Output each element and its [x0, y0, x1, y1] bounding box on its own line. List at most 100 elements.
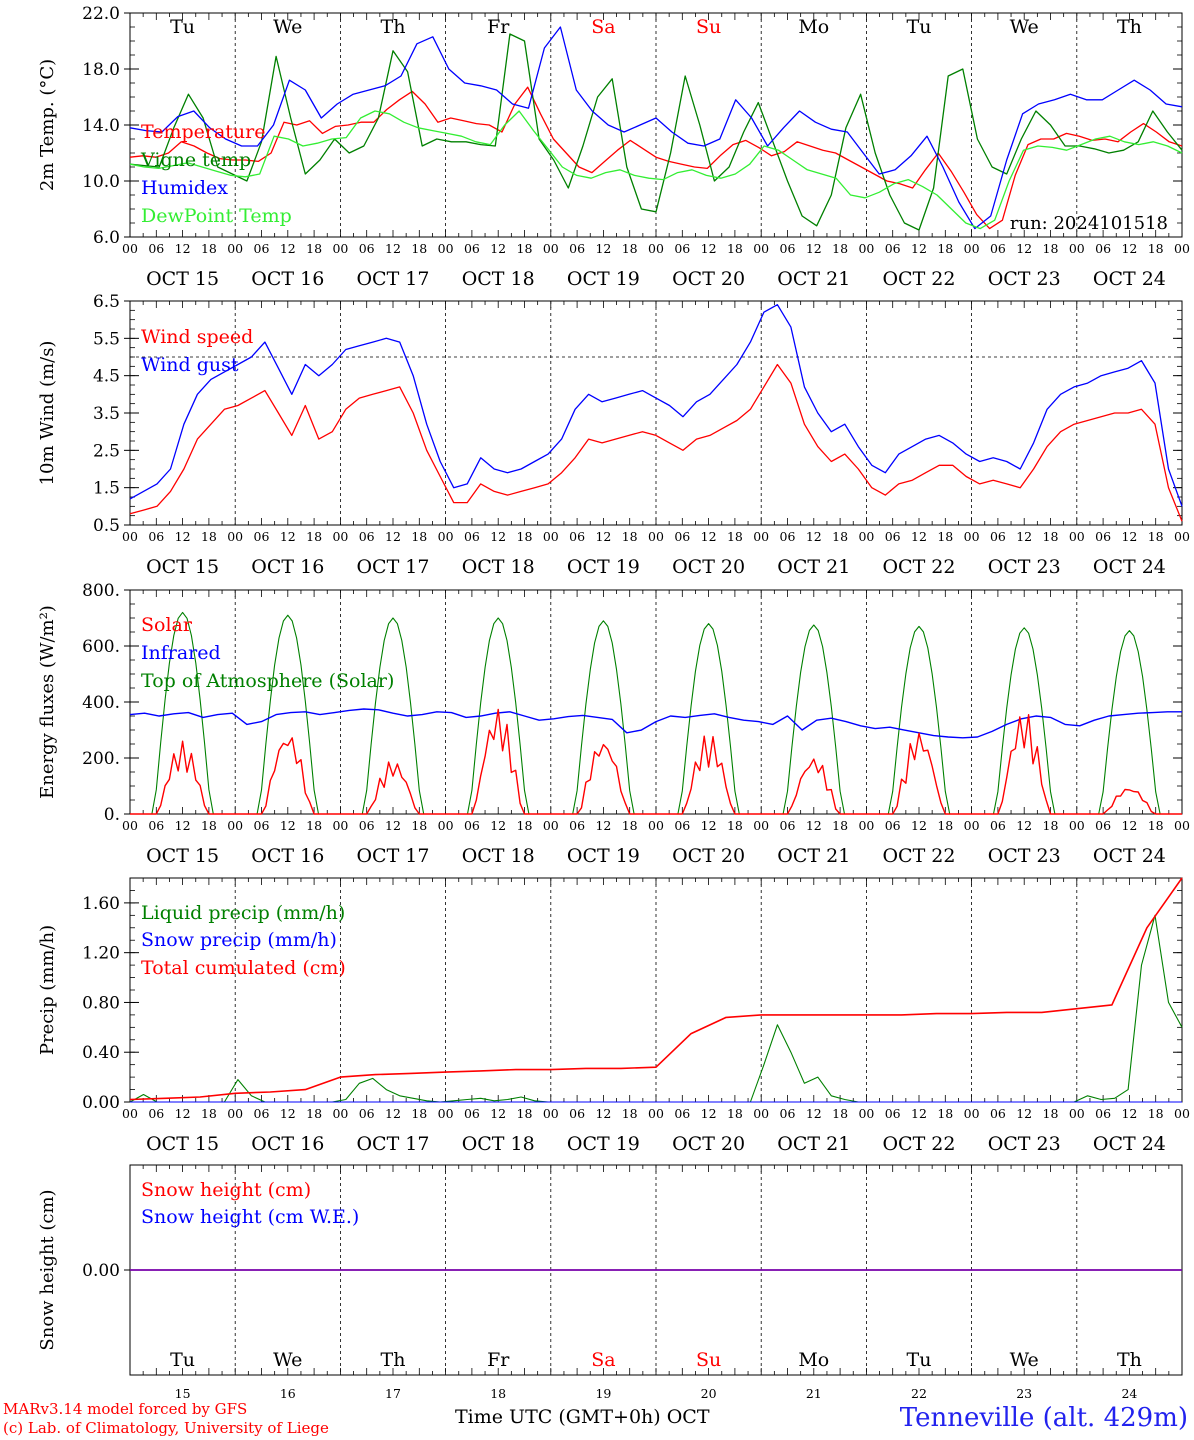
x-hour-label: 18	[1043, 818, 1059, 833]
x-hour-label: 06	[780, 529, 796, 544]
x-hour-label: 18	[517, 818, 533, 833]
x-hour-label: 06	[359, 529, 375, 544]
x-hour-label: 06	[254, 241, 270, 256]
x-date-label: OCT 21	[777, 268, 850, 290]
x-hour-label: 12	[175, 1106, 191, 1121]
y-tick-label: 800.	[82, 581, 120, 601]
x-hour-label: 00	[543, 818, 559, 833]
x-hour-label: 12	[1016, 818, 1032, 833]
x-hour-label: 12	[175, 818, 191, 833]
x-hour-label: 06	[464, 818, 480, 833]
weekday-label: We	[273, 1349, 302, 1371]
panel-3: 0. 200. 400. 600. 800. Energy fluxes (W/m²) So…	[37, 581, 1190, 867]
x-hour-label: 12	[701, 818, 717, 833]
x-date-label: OCT 23	[988, 556, 1061, 578]
x-date-label: OCT 24	[1093, 845, 1166, 867]
x-date-label: OCT 19	[567, 556, 640, 578]
x-hour-label: 00	[122, 818, 138, 833]
legend-snow-height-cm: Snow height (cm)	[141, 1179, 311, 1201]
legend-infrared: Infrared	[141, 642, 221, 664]
station-title: Tenneville (alt. 429m)	[899, 1403, 1188, 1433]
weekday-label: We	[1010, 16, 1039, 38]
x-date-label: OCT 18	[462, 845, 535, 867]
x-hour-label: 18	[1148, 1106, 1164, 1121]
x-hour-label: 12	[595, 529, 611, 544]
day-number-label: 18	[490, 1386, 506, 1401]
legend-snow-precip-mm-h: Snow precip (mm/h)	[141, 929, 337, 951]
weekday-label: Mo	[798, 1349, 829, 1371]
x-hour-label: 18	[937, 241, 953, 256]
x-hour-label: 12	[280, 529, 296, 544]
x-hour-label: 06	[674, 1106, 690, 1121]
x-hour-label: 12	[595, 818, 611, 833]
x-hour-label: 18	[832, 818, 848, 833]
x-hour-label: 06	[885, 529, 901, 544]
x-hour-label: 18	[832, 241, 848, 256]
x-hour-label: 00	[227, 529, 243, 544]
plot-frame	[129, 12, 1183, 238]
x-hour-label: 06	[780, 1106, 796, 1121]
x-date-label: OCT 22	[882, 268, 955, 290]
panel-4: 0.00 0.40 0.80 1.20 1.60 Precip (mm/h) Liquid …	[37, 877, 1190, 1155]
x-hour-label: 00	[753, 241, 769, 256]
y-tick-label: 0.80	[82, 993, 120, 1013]
x-hour-label: 06	[569, 529, 585, 544]
x-date-label: OCT 24	[1093, 556, 1166, 578]
y-tick-label: 22.0	[82, 4, 120, 24]
x-date-label: OCT 15	[146, 556, 219, 578]
x-hour-label: 18	[622, 818, 638, 833]
x-hour-label: 12	[701, 529, 717, 544]
x-hour-label: 12	[595, 241, 611, 256]
x-date-label: OCT 18	[462, 268, 535, 290]
x-hour-label: 12	[175, 529, 191, 544]
weekday-label: Fr	[487, 16, 510, 38]
x-hour-label: 18	[306, 529, 322, 544]
legend-snow-height-cm-w-e: Snow height (cm W.E.)	[141, 1206, 359, 1228]
x-hour-label: 12	[595, 1106, 611, 1121]
x-hour-label: 00	[438, 818, 454, 833]
x-date-label: OCT 17	[356, 845, 429, 867]
x-hour-label: 06	[148, 241, 164, 256]
x-hour-label: 00	[964, 241, 980, 256]
y-tick-label: 0.	[104, 805, 120, 825]
y-tick-label: 2.5	[93, 441, 120, 461]
x-date-label: OCT 19	[567, 268, 640, 290]
day-number-label: 24	[1121, 1386, 1137, 1401]
weekday-label: We	[273, 16, 302, 38]
day-number-label: 20	[701, 1386, 717, 1401]
x-hour-label: 12	[385, 529, 401, 544]
series-vigne-temp	[129, 33, 1183, 231]
x-date-label: OCT 21	[777, 845, 850, 867]
x-date-label: OCT 15	[146, 1133, 219, 1155]
x-hour-label: 06	[569, 1106, 585, 1121]
x-hour-label: 00	[964, 1106, 980, 1121]
x-date-label: OCT 20	[672, 1133, 745, 1155]
x-hour-label: 00	[438, 529, 454, 544]
x-date-label: OCT 19	[567, 1133, 640, 1155]
x-date-label: OCT 23	[988, 268, 1061, 290]
x-hour-label: 00	[648, 1106, 664, 1121]
x-hour-label: 12	[385, 1106, 401, 1121]
x-hour-label: 18	[411, 241, 427, 256]
x-hour-label: 06	[885, 818, 901, 833]
y-axis-label: Precip (mm/h)	[37, 925, 58, 1055]
legend-liquid-precip-mm-h: Liquid precip (mm/h)	[141, 902, 345, 924]
legend-dewpoint-temp: DewPoint Temp	[141, 205, 292, 227]
weekday-label: Tu	[170, 1349, 195, 1371]
x-hour-label: 00	[1069, 241, 1085, 256]
x-hour-label: 18	[622, 1106, 638, 1121]
x-hour-label: 00	[438, 1106, 454, 1121]
x-hour-label: 06	[464, 529, 480, 544]
x-hour-label: 06	[885, 1106, 901, 1121]
x-hour-label: 12	[490, 1106, 506, 1121]
x-hour-label: 06	[1095, 1106, 1111, 1121]
x-hour-label: 12	[701, 241, 717, 256]
x-hour-label: 12	[1016, 1106, 1032, 1121]
y-axis-label: 10m Wind (m/s)	[37, 341, 58, 486]
y-tick-label: 18.0	[82, 60, 120, 80]
x-hour-label: 06	[1095, 241, 1111, 256]
x-hour-label: 00	[1069, 529, 1085, 544]
weekday-label: Th	[381, 16, 406, 38]
y-tick-label: 400.	[82, 693, 120, 713]
x-hour-label: 00	[1174, 818, 1190, 833]
